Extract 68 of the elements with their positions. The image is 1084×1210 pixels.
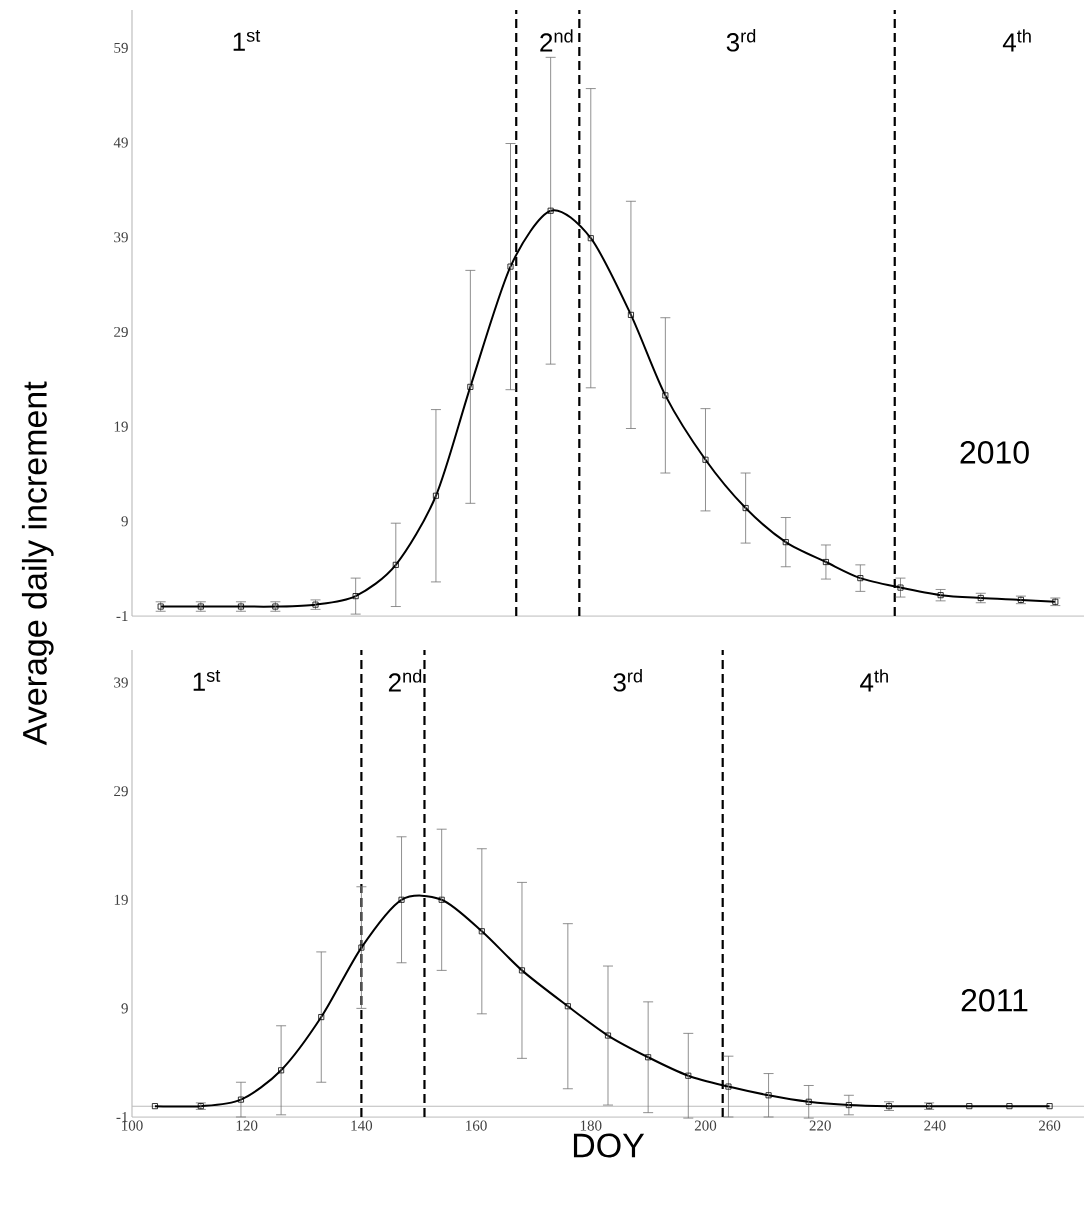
y-tick-label: -1 bbox=[116, 611, 128, 621]
annotation: 4$^{th}$ bbox=[1002, 29, 1031, 52]
point bbox=[725, 1083, 732, 1090]
y-tick-label: 9 bbox=[121, 1003, 128, 1014]
y-tick-label: 39 bbox=[114, 232, 128, 243]
point bbox=[822, 559, 829, 566]
point bbox=[438, 896, 445, 903]
annotation: 2$^{nd}$ bbox=[388, 669, 422, 692]
point bbox=[605, 1032, 611, 1039]
point bbox=[782, 539, 789, 546]
y-tick-label: 29 bbox=[114, 786, 128, 797]
x-tick-label: 160 bbox=[466, 1120, 487, 1131]
x-tick-label: 180 bbox=[580, 1120, 602, 1131]
point bbox=[392, 561, 399, 568]
point bbox=[645, 1054, 652, 1061]
point bbox=[564, 1003, 571, 1010]
point bbox=[507, 263, 514, 270]
annotation: 2$^{nd}$ bbox=[540, 29, 573, 52]
point bbox=[467, 383, 474, 390]
annotation: 2011 bbox=[961, 988, 1028, 1012]
point bbox=[587, 235, 594, 242]
point bbox=[662, 392, 669, 399]
point bbox=[278, 1067, 285, 1074]
point bbox=[702, 456, 709, 463]
point bbox=[805, 1098, 812, 1105]
y-tick-label: 19 bbox=[114, 894, 128, 905]
x-tick-label: 140 bbox=[351, 1120, 373, 1131]
point bbox=[627, 311, 634, 318]
point bbox=[318, 1014, 325, 1021]
y-tick-label: 9 bbox=[121, 516, 128, 527]
point bbox=[1006, 1103, 1013, 1110]
point bbox=[1046, 1103, 1053, 1110]
y-tick-label: 19 bbox=[114, 421, 128, 432]
point bbox=[432, 492, 439, 499]
point bbox=[358, 944, 365, 951]
point bbox=[765, 1092, 772, 1099]
point bbox=[151, 1103, 158, 1110]
point bbox=[685, 1072, 692, 1079]
y-tick-label: 39 bbox=[114, 677, 128, 688]
point bbox=[966, 1103, 973, 1110]
annotation: 1$^{st}$ bbox=[193, 669, 221, 691]
point bbox=[897, 584, 904, 591]
annotation: 3$^{rd}$ bbox=[613, 669, 642, 692]
x-tick-label: 100 bbox=[122, 1120, 143, 1131]
x-axis-title: DOY bbox=[573, 1133, 645, 1158]
annotation: 3$^{rd}$ bbox=[726, 29, 756, 52]
annotation: 1$^{st}$ bbox=[233, 29, 261, 51]
point bbox=[518, 967, 525, 974]
y-axis-title: Average daily increment bbox=[21, 381, 54, 746]
point bbox=[857, 575, 864, 582]
x-tick-label: 220 bbox=[809, 1120, 831, 1131]
annotation: 2010 bbox=[960, 441, 1029, 464]
x-tick-label: 240 bbox=[924, 1120, 946, 1131]
point bbox=[237, 1096, 244, 1103]
point bbox=[845, 1102, 852, 1109]
y-tick-label: 29 bbox=[114, 326, 128, 337]
x-tick-label: 260 bbox=[1038, 1120, 1061, 1131]
y-tick-label: 59 bbox=[114, 42, 128, 53]
annotation: 4$^{th}$ bbox=[860, 669, 888, 692]
point bbox=[547, 207, 554, 214]
x-tick-label: 200 bbox=[694, 1120, 717, 1131]
y-tick-label: 49 bbox=[113, 137, 128, 148]
point bbox=[398, 896, 405, 903]
point bbox=[478, 928, 485, 935]
point bbox=[352, 593, 359, 600]
x-tick-label: 120 bbox=[236, 1120, 258, 1131]
point bbox=[742, 505, 749, 512]
y-tick-label: -1 bbox=[116, 1112, 128, 1122]
